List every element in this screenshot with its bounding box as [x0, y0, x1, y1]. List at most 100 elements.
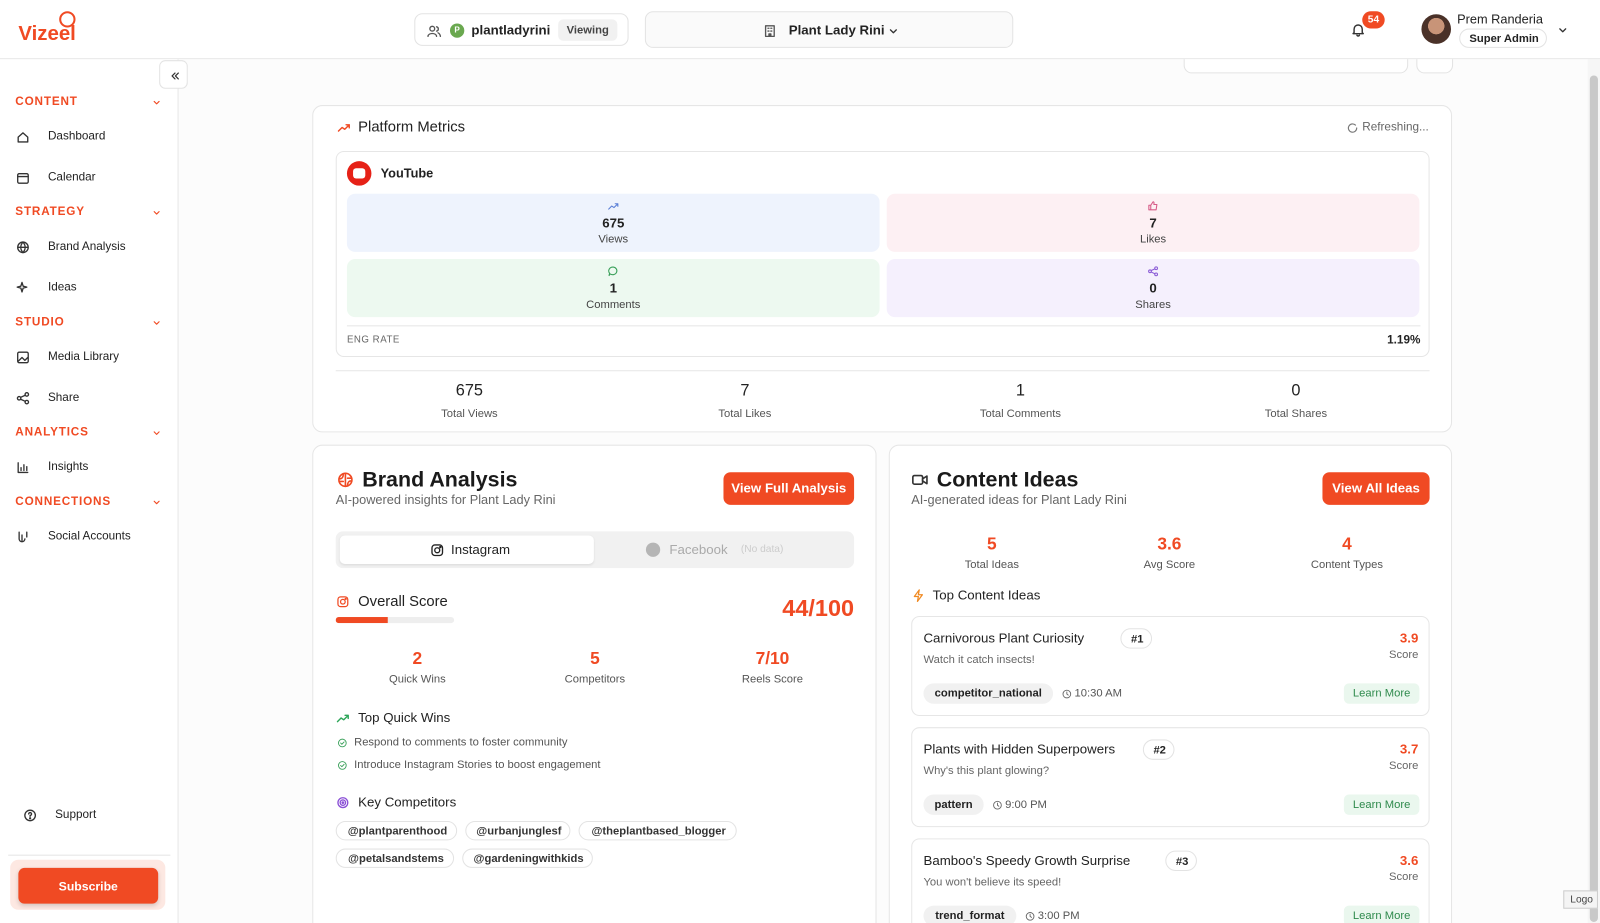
nav-item[interactable]: Share: [8, 381, 171, 414]
subscribe-button[interactable]: Subscribe: [18, 867, 159, 904]
nav-item[interactable]: Calendar: [8, 161, 171, 194]
section-chevron-icon: [153, 320, 160, 325]
tab-active[interactable]: Instagram: [339, 535, 594, 564]
bell-icon-part: [1352, 24, 1364, 37]
brand-icon: [764, 24, 775, 37]
nav-item[interactable]: Insights: [8, 451, 171, 484]
metric-tile: 7 Likes: [886, 193, 1420, 252]
nav-icon: [16, 391, 29, 404]
idea-rank-badge: #3: [1165, 850, 1197, 871]
stat-label: Competitors: [564, 673, 626, 686]
instagram-icon-part: [438, 545, 442, 548]
brand-name: Plant Lady Rini: [788, 22, 885, 38]
nav-icon: [16, 172, 29, 184]
nav-icon: [16, 351, 29, 363]
viewing-badge: Viewing: [558, 19, 618, 41]
nav-icon-part: [16, 351, 29, 363]
facebook-icon: [645, 542, 661, 557]
viewing-label: Viewing: [566, 23, 609, 37]
view-ideas-button[interactable]: View All Ideas: [1322, 472, 1430, 505]
card-title: Platform Metrics: [358, 119, 466, 136]
metric-icon: [1148, 266, 1159, 277]
competitor-chip[interactable]: @petalsandstems: [335, 848, 455, 868]
total-label: Total Likes: [718, 407, 772, 421]
tab-note: (No data): [740, 543, 784, 555]
competitor-handle: @petalsandstems: [348, 852, 444, 865]
total-label: Total Comments: [979, 407, 1061, 421]
competitors-icon-part: [339, 799, 347, 806]
tab-label: Facebook: [669, 541, 728, 557]
nav-item[interactable]: Dashboard: [8, 120, 171, 153]
learn-more-button[interactable]: Learn More: [1343, 683, 1420, 704]
competitor-chip[interactable]: @gardeningwithkids: [462, 848, 593, 868]
eng-rate-label: ENG RATE: [346, 334, 400, 346]
nav-icon-part: [23, 391, 29, 397]
refresh-icon: [1347, 122, 1357, 133]
stat-label: Avg Score: [1143, 558, 1196, 572]
nav-icon-part: [16, 395, 22, 401]
tab-disabled[interactable]: Facebook (No data): [596, 535, 850, 564]
brand-selector[interactable]: Plant Lady Rini: [644, 11, 1014, 48]
notification-bell[interactable]: [1347, 18, 1369, 40]
nav-icon-part: [16, 461, 28, 473]
notification-count: 54: [1367, 13, 1380, 25]
score-value: 44/100: [782, 594, 855, 622]
subscribe-panel: Subscribe: [10, 859, 166, 910]
nav-item[interactable]: Brand Analysis: [8, 230, 171, 263]
idea-score-label: Score: [1389, 759, 1419, 773]
divider: [335, 370, 1430, 372]
section-title[interactable]: STUDIO: [15, 316, 65, 329]
corner-label: Logo: [1570, 893, 1593, 906]
section-title[interactable]: CONNECTIONS: [15, 495, 112, 508]
section-title[interactable]: CONTENT: [15, 95, 78, 109]
notification-badge: 54: [1362, 11, 1385, 29]
competitor-chip[interactable]: @urbanjunglesf: [465, 821, 571, 841]
learn-more-button[interactable]: Learn More: [1343, 905, 1420, 923]
idea-time-icon: [1062, 689, 1071, 698]
platform-name: YouTube: [380, 166, 434, 181]
nav-label: Dashboard: [47, 130, 106, 143]
idea-card[interactable]: Plants with Hidden Superpowers #2 Why's th…: [911, 727, 1430, 828]
view-analysis-button[interactable]: View Full Analysis: [723, 472, 855, 505]
account-name: plantladyrini: [471, 22, 551, 38]
idea-card[interactable]: Carnivorous Plant Curiosity #1 Watch it ca…: [911, 616, 1430, 716]
idea-title: Carnivorous Plant Curiosity: [923, 630, 1085, 646]
platform-tabs: Instagram Facebook (No data): [335, 531, 855, 569]
competitor-chip[interactable]: @theplantbased_blogger: [578, 821, 737, 841]
section-chevron-icon: [153, 430, 160, 435]
learn-more-button[interactable]: Learn More: [1343, 794, 1420, 815]
support-link[interactable]: Support: [14, 799, 167, 832]
metric-icon: [1148, 201, 1158, 211]
idea-card[interactable]: Bamboo's Speedy Growth Surprise #3 You won…: [911, 838, 1430, 923]
brand-analysis-card: Brand Analysis AI-powered insights for Pl…: [312, 444, 877, 923]
quick-win: Introduce Instagram Stories to boost eng…: [354, 758, 601, 772]
subscribe-label: Subscribe: [58, 878, 118, 893]
card-subtitle: AI-generated ideas for Plant Lady Rini: [911, 492, 1127, 507]
total-value: 675: [455, 382, 484, 400]
button-label: View All Ideas: [1332, 480, 1420, 496]
stat-value: 4: [1342, 534, 1352, 554]
nav-item[interactable]: Social Accounts: [8, 520, 171, 553]
metric-label: Likes: [1139, 233, 1167, 246]
sidebar-divider: [8, 854, 171, 856]
logo: Vizeel: [18, 22, 76, 45]
section-chevron-icon: [153, 500, 160, 504]
competitor-chip[interactable]: @plantparenthood: [335, 821, 458, 841]
stat-label: Quick Wins: [388, 673, 446, 686]
nav-item[interactable]: Ideas: [8, 271, 171, 304]
collapse-button[interactable]: [159, 60, 188, 89]
section-title[interactable]: STRATEGY: [15, 206, 85, 219]
brand-chevron-icon-part: [889, 28, 897, 33]
quick-win-check-icon: [337, 760, 347, 770]
total-label: Total Shares: [1264, 407, 1328, 421]
section-title[interactable]: ANALYTICS: [15, 426, 89, 439]
nav-item[interactable]: Media Library: [8, 341, 171, 374]
brand-icon-part: [766, 27, 772, 37]
brand-chevron-icon: [889, 28, 897, 33]
metric-icon-part: [1150, 268, 1156, 275]
nav-label: Ideas: [47, 281, 77, 294]
metric-icon: [608, 203, 619, 210]
scrollbar-thumb[interactable]: [1589, 75, 1598, 922]
